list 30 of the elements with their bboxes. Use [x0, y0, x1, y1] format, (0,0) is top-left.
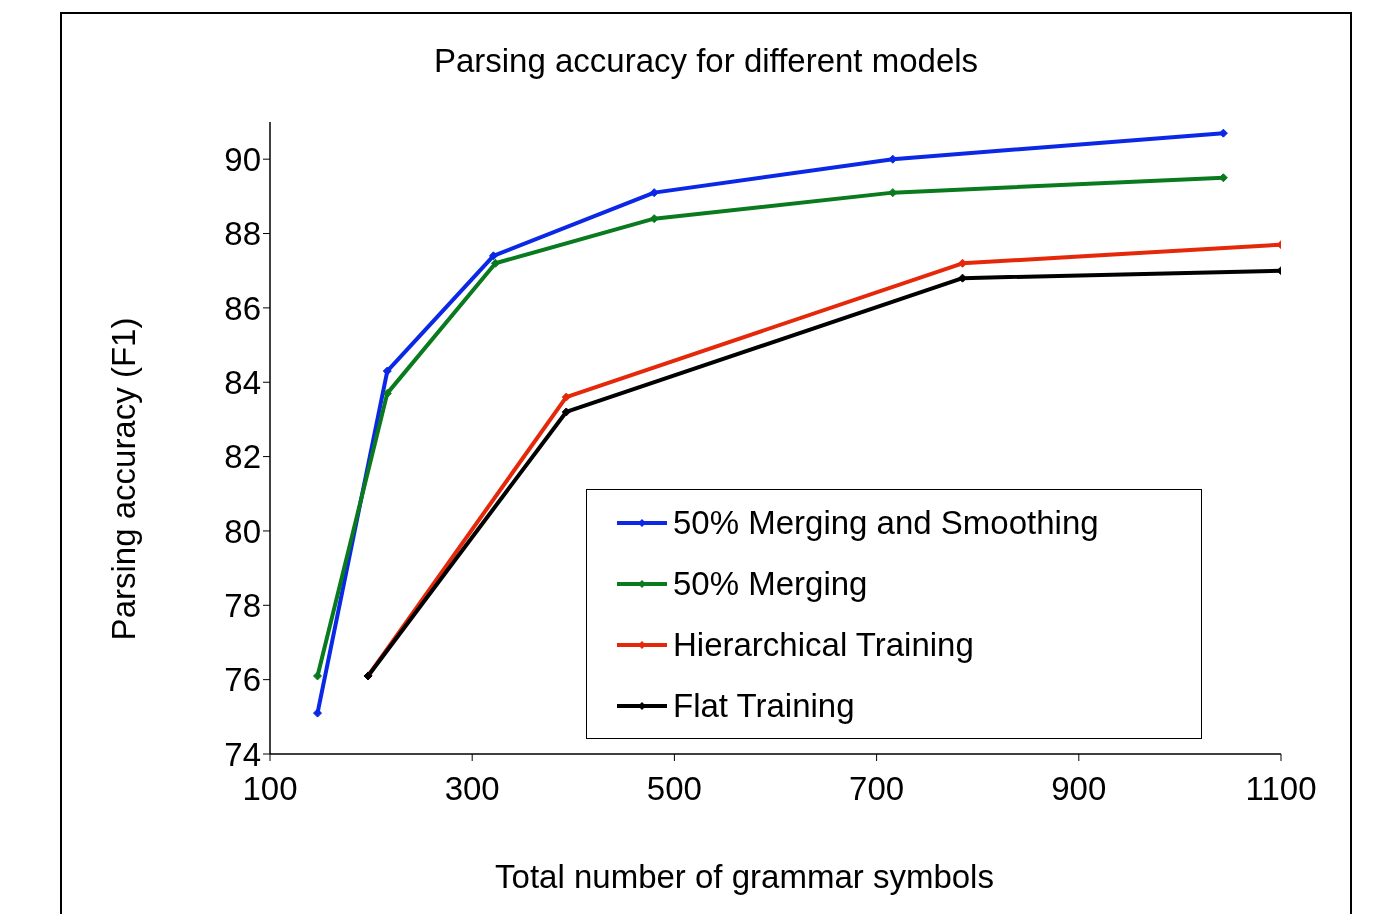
x-tick-label: 900	[1051, 770, 1107, 808]
x-tick-label: 1100	[1245, 770, 1317, 808]
point	[561, 392, 571, 402]
legend-label: 50% Merging	[673, 564, 868, 603]
point	[382, 366, 392, 376]
x-tick-label: 100	[242, 770, 298, 808]
y-tick-label: 88	[224, 215, 261, 253]
x-tick-label: 700	[849, 770, 905, 808]
y-tick-label: 86	[224, 289, 261, 327]
x-axis-title: Total number of grammar symbols	[494, 858, 995, 896]
x-tick-label: 300	[444, 770, 500, 808]
point	[382, 388, 392, 398]
point	[490, 258, 500, 268]
y-tick-label: 84	[224, 363, 261, 401]
legend-label: 50% Merging and Smoothing	[673, 503, 1099, 542]
y-tick-label: 78	[224, 587, 261, 625]
y-tick-label: 80	[224, 512, 261, 550]
y-tick-label: 74	[224, 735, 261, 773]
legend-label: Hierarchical Training	[673, 625, 974, 664]
y-tick-label: 76	[224, 661, 261, 699]
y-axis-title: Parsing accuracy (F1)	[105, 317, 143, 641]
point	[313, 671, 323, 681]
y-tick-label: 82	[224, 438, 261, 476]
x-tick-label: 500	[646, 770, 702, 808]
point	[488, 251, 498, 261]
chart-title: Parsing accuracy for different models	[432, 42, 980, 80]
point	[561, 407, 571, 417]
point	[313, 708, 323, 718]
legend-label: Flat Training	[673, 686, 855, 725]
y-tick-label: 90	[224, 140, 261, 178]
